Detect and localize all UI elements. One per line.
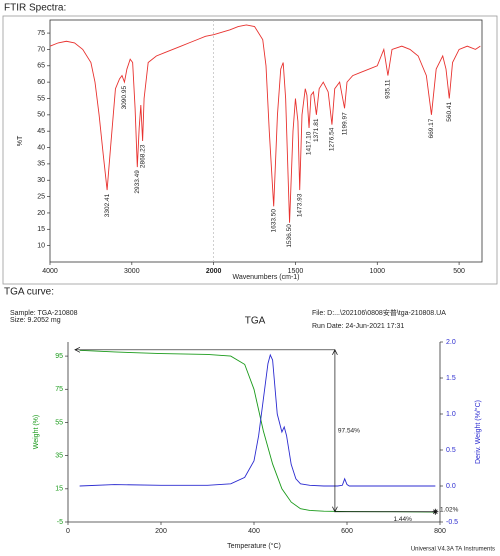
arrowheads: [74, 346, 338, 513]
x-tick-label: 0: [66, 528, 70, 535]
x-tick-label: 800: [434, 528, 446, 535]
y-tick-label: -5: [57, 519, 63, 526]
series-line: [49, 24, 481, 223]
y-tick-label: 40: [37, 144, 45, 151]
y-tick-label: 10: [37, 242, 45, 249]
series-line: [79, 349, 436, 513]
peak-label: 560.41: [446, 102, 453, 122]
ftir-heading: FTIR Spectra:: [4, 3, 66, 14]
x-tick-label: 500: [453, 268, 465, 275]
size: Size: 9.2052 mg: [10, 317, 61, 324]
y2-tick-label: -0.5: [446, 519, 458, 526]
y2-axis-label: Deriv. Weight (%/°C): [474, 400, 482, 464]
x-tick-label: 3000: [124, 268, 140, 275]
peak-label: 935.11: [385, 79, 392, 99]
y-tick-label: 35: [37, 161, 45, 168]
file: File: D:...\202106\0808安普\tga-210808.UA: [312, 308, 446, 317]
y-tick-label: 20: [37, 210, 45, 217]
y-axis-label: Weight (%): [33, 415, 40, 450]
bracket-label: 97.54%: [338, 427, 360, 434]
y-tick-label: 75: [37, 30, 45, 37]
peak-label: 2868.23: [139, 144, 146, 168]
x-tick-label: 1500: [288, 268, 304, 275]
tga-heading: TGA curve:: [4, 287, 54, 298]
x-tick-label: 2000: [206, 268, 222, 275]
x-tick-label: 600: [341, 528, 353, 535]
peak-label: 1276.54: [329, 127, 336, 151]
x-tick-label: 200: [155, 528, 167, 535]
y2-tick-label: 0.5: [446, 447, 456, 454]
footer: Universal V4.3A TA Instruments: [411, 547, 495, 553]
peak-label: 1536.50: [286, 224, 293, 248]
y-tick-label: 65: [37, 63, 45, 70]
series-line: [79, 353, 436, 487]
peak-label: 1633.50: [270, 209, 277, 233]
y-tick-label: 70: [37, 46, 45, 53]
y2-tick-label: 1.5: [446, 375, 456, 382]
chart-title: TGA: [245, 316, 266, 327]
annotation: 1.44%: [394, 516, 413, 523]
y-tick-label: 25: [37, 193, 45, 200]
y-tick-label: 95: [55, 353, 63, 360]
peak-label: 3302.41: [104, 193, 111, 217]
plot-frame: [49, 19, 483, 263]
x-tick-label: 400: [248, 528, 260, 535]
y-tick-label: 75: [55, 386, 63, 393]
annotation: 1.02%: [440, 506, 459, 513]
peak-label: 2933.49: [134, 170, 141, 194]
y-tick-label: 60: [37, 79, 45, 86]
peak-label: 3090.95: [121, 86, 128, 110]
peak-label: 669.17: [428, 118, 435, 138]
sample: Sample: TGA-210808: [10, 310, 78, 317]
peak-label: 1371.81: [313, 118, 320, 142]
y-tick-label: 35: [55, 452, 63, 459]
end-star: [432, 508, 439, 515]
x-tick-label: 1000: [369, 268, 385, 275]
run-date: Run Date: 24-Jun-2021 17:31: [312, 323, 404, 330]
y2-tick-label: 0.0: [446, 483, 456, 490]
ftir-panel: [2, 15, 498, 285]
peak-label: 1473.93: [296, 193, 303, 217]
y-tick-label: 50: [37, 112, 45, 119]
y-tick-label: 15: [55, 486, 63, 493]
peak-label: 1417.10: [306, 131, 313, 155]
y-tick-label: 15: [37, 226, 45, 233]
y2-tick-label: 2.0: [446, 339, 456, 346]
peak-label: 1199.97: [341, 112, 348, 135]
y-axis-label: %T: [17, 135, 24, 146]
x-axis-label: Temperature (°C): [227, 542, 281, 550]
x-tick-label: 4000: [42, 268, 58, 275]
y-tick-label: 30: [37, 177, 45, 184]
y-tick-label: 55: [55, 419, 63, 426]
y-tick-label: 55: [37, 95, 45, 102]
y-tick-label: 45: [37, 128, 45, 135]
x-axis-label: Wavenumbers (cm-1): [232, 274, 299, 281]
y2-tick-label: 1.0: [446, 411, 456, 418]
